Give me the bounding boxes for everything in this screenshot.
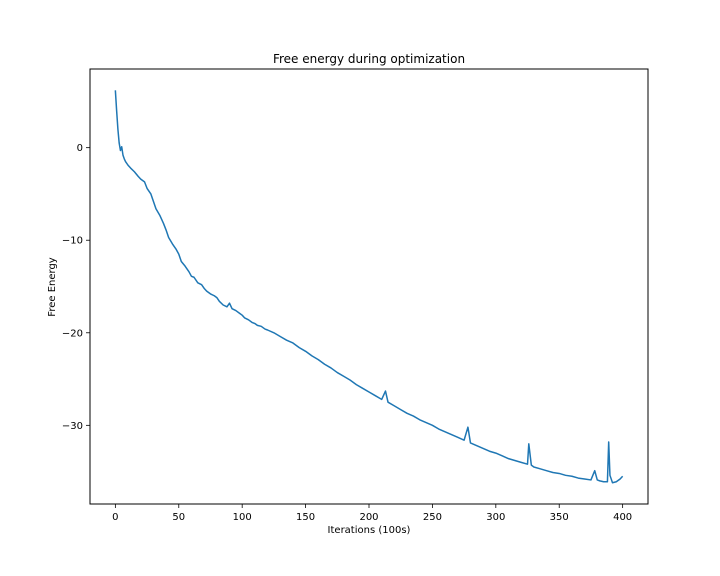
x-tick-label: 200 [359, 512, 378, 523]
series-layer [114, 90, 624, 484]
x-tick-label: 400 [613, 512, 632, 523]
plot-background [90, 69, 648, 504]
chart-title: Free energy during optimization [273, 52, 465, 66]
x-tick-label: 50 [172, 512, 185, 523]
x-tick-label: 300 [486, 512, 505, 523]
x-tick-label: 100 [233, 512, 252, 523]
y-axis: 0 −10 −20 −30 [62, 143, 90, 432]
x-axis-title: Iterations (100s) [328, 525, 411, 536]
x-tick-label: 0 [112, 512, 118, 523]
x-tick-label: 150 [296, 512, 315, 523]
series-line-0 [114, 90, 624, 484]
y-tick-label: −20 [62, 328, 83, 339]
x-tick-label: 250 [423, 512, 442, 523]
y-tick-label: −10 [62, 236, 83, 247]
y-tick-label: 0 [77, 143, 83, 154]
y-axis-title: Free Energy [47, 257, 58, 316]
y-tick-label: −30 [62, 421, 83, 432]
x-tick-label: 350 [550, 512, 569, 523]
x-axis: 0 50 100 150 200 250 300 350 400 [112, 504, 632, 523]
